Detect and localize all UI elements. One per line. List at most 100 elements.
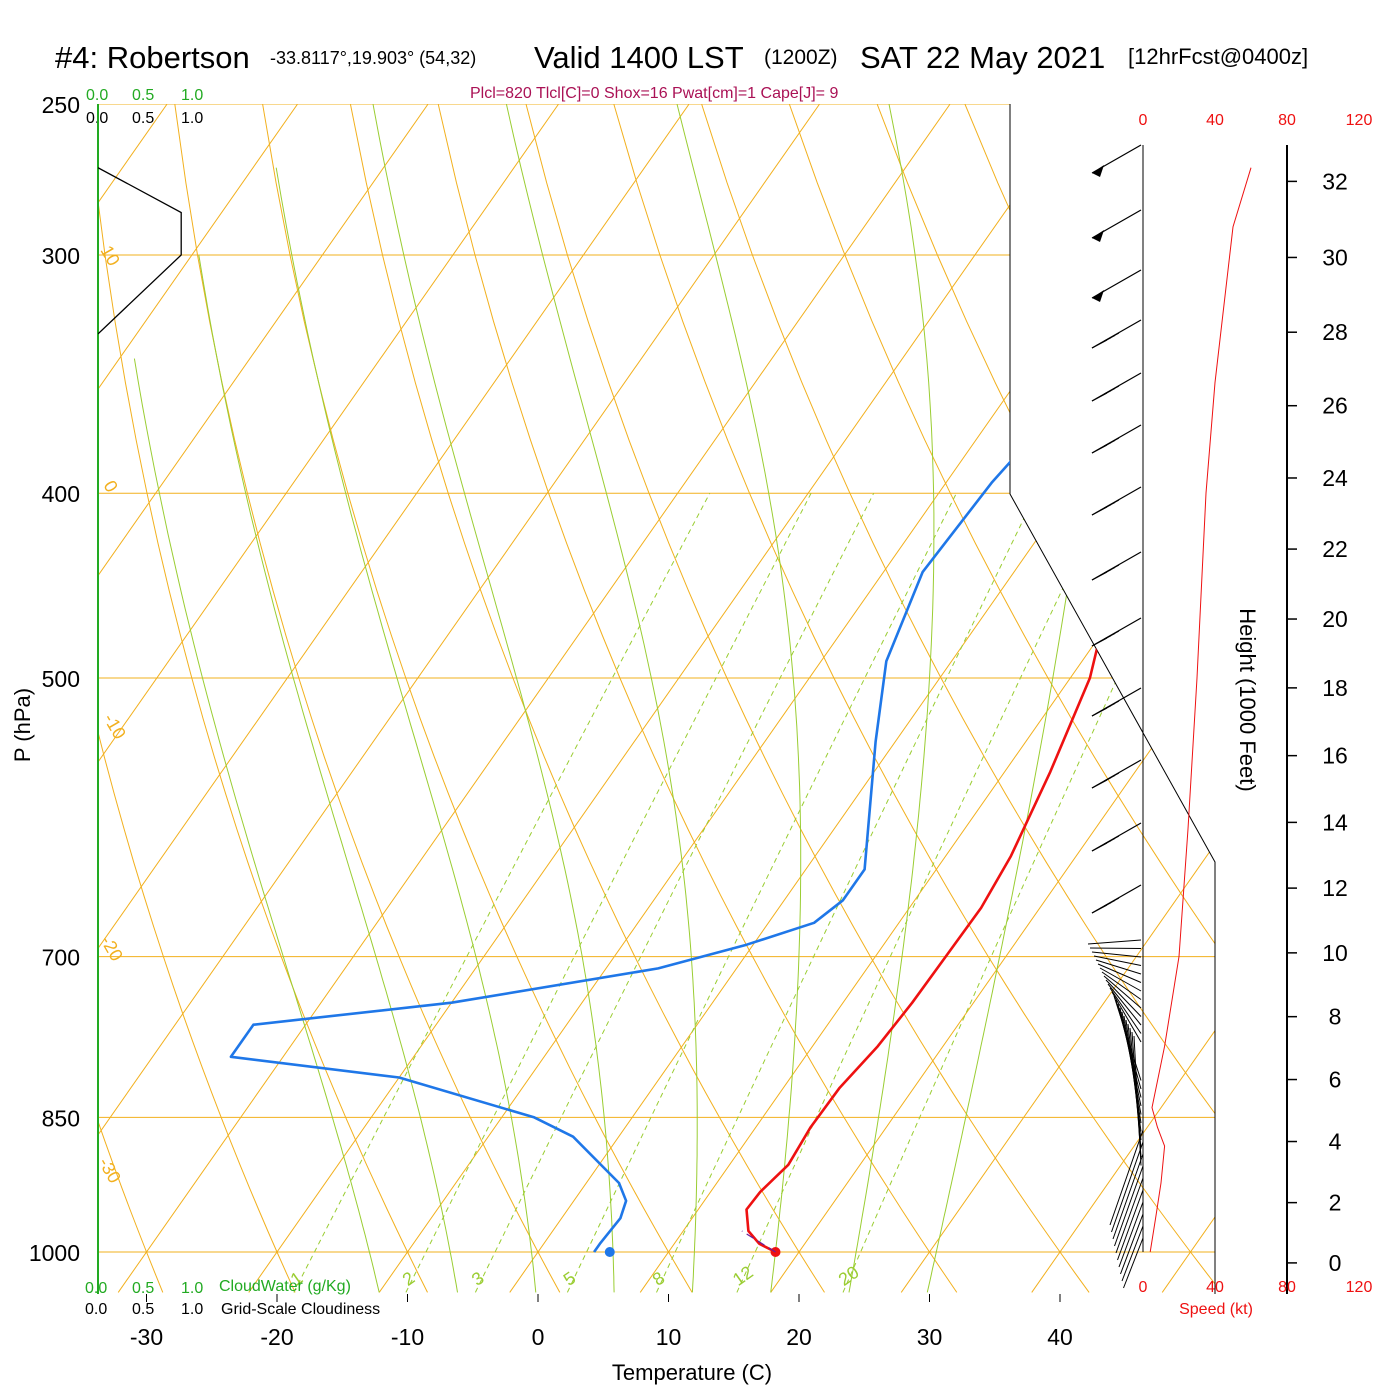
speed-bottom-tick-2: 80 (1278, 1279, 1296, 1296)
wind-barb-staff (1115, 1177, 1144, 1254)
y-tick-400: 400 (42, 481, 80, 507)
y-tick-500: 500 (42, 666, 80, 692)
wind-barb (1117, 1189, 1144, 1261)
wind-barb-feather (1103, 700, 1120, 710)
wind-barb (1091, 372, 1142, 402)
wind-barb-staff (1111, 991, 1142, 1043)
wind-barb (1091, 144, 1142, 177)
isotherm-line (98, 104, 560, 1293)
height-tick-label: 8 (1329, 1004, 1342, 1030)
wind-barb-staff (1101, 971, 1142, 1000)
mixing-ratio-label: 20 (835, 1262, 863, 1290)
speed-axis-label: Speed (kt) (1179, 1301, 1253, 1318)
mixing-ratio-line (842, 492, 1204, 1293)
mixing-ratio-line (656, 492, 1037, 1293)
cloudwater-tick-1: 0.5 (132, 1280, 154, 1297)
height-tick-label: 32 (1322, 168, 1348, 194)
y-tick-700: 700 (42, 945, 80, 971)
cloudwater-label: CloudWater (g/Kg) (219, 1278, 351, 1295)
cloudiness-tick-0: 0.0 (85, 1301, 107, 1318)
wind-barb-feather (1103, 772, 1120, 782)
height-tick-label: 2 (1329, 1190, 1342, 1216)
wind-barb-staff (1087, 939, 1142, 945)
dry-adiabat (701, 104, 1215, 1293)
wind-barb-pennant (1092, 290, 1104, 302)
cloudwater-tick-0: 0.0 (85, 1280, 107, 1297)
top-cloudwater-tick-2: 1.0 (181, 87, 203, 104)
wind-barb (1091, 951, 1142, 958)
wind-barb-feather (1103, 835, 1120, 845)
x-axis-label: Temperature (C) (612, 1360, 772, 1385)
wind-barb-staff (1095, 959, 1142, 975)
wind-barb (1097, 963, 1142, 983)
y-tick-300: 300 (42, 243, 80, 269)
isotherm-label: 0 (1004, 327, 1032, 356)
height-tick-label: 30 (1322, 244, 1348, 270)
wind-barb (1133, 1035, 1142, 1166)
mixing-ratio-line (736, 492, 1109, 1293)
dry-adiabat (174, 104, 561, 1293)
dry-adiabat (98, 104, 428, 1293)
isotherm-line (248, 104, 1082, 1293)
moist-adiabat (133, 358, 380, 1293)
surface-dewpoint-marker (604, 1247, 615, 1257)
mixing-ratio-label: 3 (468, 1268, 488, 1290)
stability-indices: Plcl=820 Tlcl[C]=0 Shox=16 Pwat[cm]=1 Ca… (470, 85, 838, 102)
isotherm-label: 20 (1101, 639, 1139, 677)
wind-barb-pennant (1092, 165, 1104, 177)
wind-barb (1107, 983, 1142, 1026)
plot-frame (1009, 104, 1216, 1294)
top-cloudiness-tick-2: 1.0 (181, 110, 203, 127)
wind-barb (1109, 1129, 1144, 1226)
wind-barb (1091, 687, 1142, 717)
wind-barb (1089, 947, 1142, 949)
moist-adiabat (275, 167, 537, 1293)
height-tick-label: 12 (1322, 875, 1348, 901)
speed-axis: 0 40 80 120 0 40 80 120 Speed (kt) (1139, 112, 1373, 1318)
wind-barb (1103, 975, 1142, 1009)
wind-barb-staff (1105, 979, 1142, 1017)
x-tick-label: 20 (786, 1324, 812, 1350)
isotherm-label: -20 (97, 932, 127, 965)
height-tick-label: 4 (1329, 1129, 1342, 1155)
cloudiness-tick-1: 0.5 (132, 1301, 154, 1318)
wind-barb-feather (1103, 499, 1120, 509)
wind-barb-staff (1097, 963, 1142, 983)
wind-barb (1115, 1177, 1144, 1254)
wind-barb-staff (1099, 967, 1142, 992)
temperature-profile (745, 167, 1215, 1254)
wind-speed-profile (1149, 167, 1252, 1253)
wind-barb (1091, 269, 1142, 302)
mixing-ratio-label: 5 (560, 1268, 580, 1290)
isotherm-line (1031, 104, 1215, 1293)
isotherm-label: 10 (97, 242, 124, 269)
wind-barb (1091, 551, 1142, 581)
wind-barb (1093, 955, 1142, 966)
speed-top-tick-0: 0 (1139, 112, 1148, 129)
x-tick-label: -30 (130, 1324, 163, 1350)
isotherm-line (770, 104, 1215, 1293)
wind-barb-feather (1103, 897, 1120, 907)
dry-adiabat (262, 104, 693, 1293)
wind-barb-feather (1103, 437, 1120, 447)
wind-barb-staff (1121, 1225, 1144, 1282)
speed-bottom-tick-3: 120 (1346, 1279, 1373, 1296)
wind-barb-staff (1118, 1201, 1144, 1268)
wind-barb (1091, 822, 1142, 852)
y-tick-850: 850 (42, 1105, 80, 1131)
cloudwater-tick-2: 1.0 (181, 1280, 203, 1297)
cloudiness-label: Grid-Scale Cloudiness (221, 1301, 380, 1318)
wind-barb-staff (1112, 1153, 1144, 1240)
title-station: #4: Robertson (55, 40, 250, 75)
height-tick-label: 20 (1322, 606, 1348, 632)
wind-barb-feather (1103, 385, 1120, 395)
bottom-legends: 0.0 0.5 1.0 CloudWater (g/Kg) 0.0 0.5 1.… (85, 1278, 380, 1318)
isotherm-line (98, 104, 690, 1293)
top-cloudwater-tick-0: 0.0 (86, 87, 108, 104)
wind-barb-staff (1109, 987, 1142, 1034)
height-tick-label: 16 (1322, 743, 1348, 769)
wind-barb (1112, 1153, 1144, 1240)
wind-barb-staff (1089, 947, 1142, 949)
moist-adiabat (676, 104, 802, 1293)
